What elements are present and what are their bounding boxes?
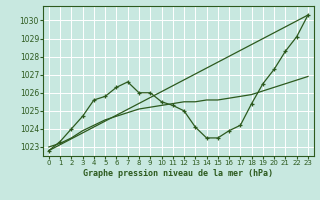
X-axis label: Graphe pression niveau de la mer (hPa): Graphe pression niveau de la mer (hPa)	[84, 169, 273, 178]
